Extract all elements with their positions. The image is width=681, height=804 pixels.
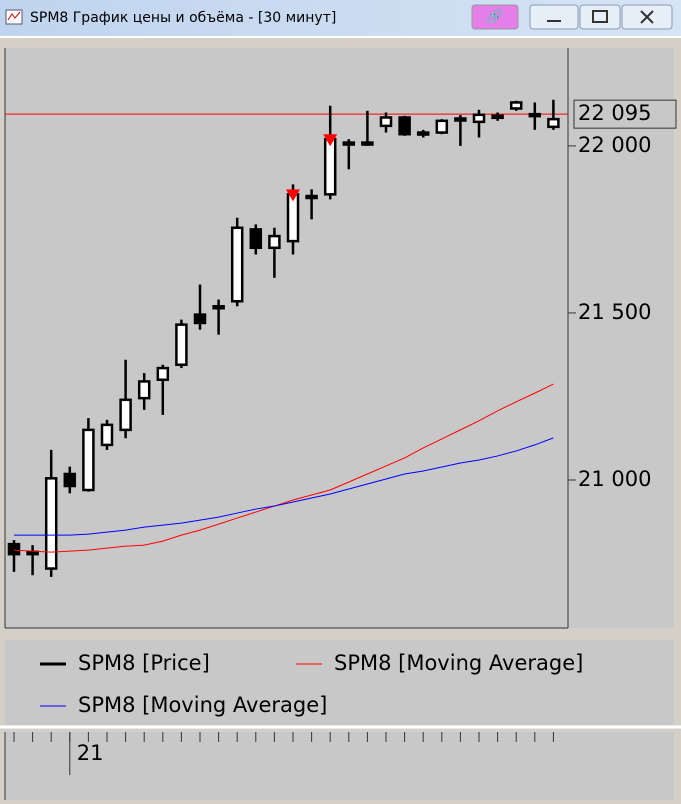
candle-body: [361, 141, 374, 146]
candle-body: [193, 313, 207, 325]
candle-body: [472, 113, 486, 124]
candle-body: [435, 119, 449, 134]
candle-body: [212, 305, 225, 310]
legend-label: SPM8 [Moving Average]: [78, 693, 327, 717]
maximize-button[interactable]: [579, 4, 621, 30]
last-price-label: 22 095: [578, 101, 651, 125]
candle-body: [416, 131, 430, 136]
candle-body: [175, 323, 188, 366]
y-tick-label: 21 500: [578, 300, 651, 324]
app-icon-line: [7, 11, 21, 21]
candle-body: [454, 117, 467, 122]
moving-average-line: [14, 437, 554, 536]
candle-body: [305, 194, 318, 200]
candle-body: [509, 101, 523, 110]
maximize-icon: [592, 10, 608, 23]
candle-body: [26, 550, 39, 556]
candle-body: [268, 234, 281, 250]
legend-area: [5, 640, 674, 725]
signal-marker: [323, 134, 338, 147]
candle-body: [119, 398, 132, 432]
candle-body: [82, 428, 95, 492]
candle-body: [547, 117, 560, 129]
window-title: SPM8 График цены и объёма - [30 минут]: [30, 10, 336, 26]
moving-average-line: [13, 383, 554, 553]
candle-body: [44, 477, 58, 570]
link-button[interactable]: [471, 4, 519, 30]
close-icon: [640, 10, 654, 24]
candle-body: [230, 226, 244, 303]
candle-body: [491, 114, 504, 120]
link-icon: 🔗: [487, 8, 503, 25]
minimize-button[interactable]: [529, 4, 579, 30]
candle-body: [156, 366, 170, 382]
y-tick-label: 21 000: [578, 467, 651, 491]
candle-body: [342, 141, 356, 146]
signal-marker: [286, 189, 300, 202]
time-axis-area: [5, 732, 674, 800]
x-tick-label: 21: [77, 741, 104, 765]
candle-body: [398, 116, 411, 136]
candle-body: [249, 228, 263, 250]
y-tick-label: 22 000: [578, 133, 651, 157]
last-price-box: [573, 99, 677, 129]
candle-body: [528, 112, 542, 118]
plot-area: [5, 48, 568, 628]
candle-body: [379, 116, 393, 128]
legend-label: SPM8 [Price]: [78, 651, 210, 675]
candle-body: [63, 472, 77, 488]
candle-body: [100, 423, 114, 447]
axis-area: [568, 48, 674, 628]
candle-body: [323, 137, 337, 196]
candle-body: [137, 380, 151, 400]
candle-body: [7, 542, 21, 556]
candle-body: [286, 193, 300, 243]
frame-edge: [0, 36, 681, 38]
legend-label: SPM8 [Moving Average]: [334, 651, 583, 675]
